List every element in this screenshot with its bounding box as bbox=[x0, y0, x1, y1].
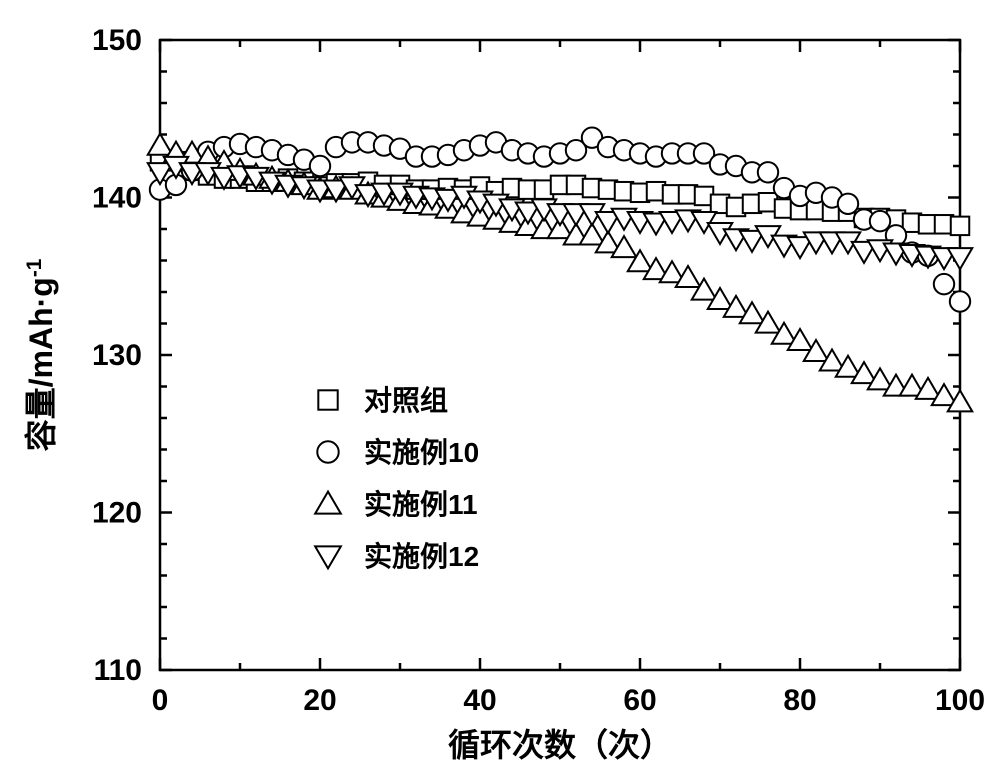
x-axis-label: 循环次数（次） bbox=[448, 727, 672, 763]
marker-control bbox=[951, 217, 969, 235]
x-tick-label: 20 bbox=[303, 684, 336, 717]
marker-ex10 bbox=[870, 211, 890, 231]
y-tick-label: 140 bbox=[92, 182, 142, 215]
y-tick-label: 120 bbox=[92, 497, 142, 530]
chart-bg bbox=[0, 0, 1000, 770]
y-axis-label: 容量/mAh·g-1 bbox=[23, 259, 60, 452]
x-tick-label: 40 bbox=[463, 684, 496, 717]
marker-ex10 bbox=[758, 162, 778, 182]
marker-ex10 bbox=[310, 156, 330, 176]
marker-ex10 bbox=[934, 274, 954, 294]
y-tick-label: 130 bbox=[92, 339, 142, 372]
legend-label-ex10: 实施例10 bbox=[364, 436, 479, 468]
chart-container: 0 20 40 60 80 100 110 120 130 140 150 循环次数（次） 容量/mAh… bbox=[0, 0, 1000, 770]
legend-label-ex11: 实施例11 bbox=[364, 488, 478, 520]
legend-label-control: 对照组 bbox=[364, 385, 448, 416]
y-tick-label: 110 bbox=[94, 654, 142, 687]
x-tick-label: 100 bbox=[935, 684, 985, 717]
legend-marker-control bbox=[318, 390, 337, 409]
x-tick-label: 0 bbox=[152, 684, 169, 717]
legend-label-ex12: 实施例12 bbox=[364, 540, 479, 572]
x-tick-label: 60 bbox=[623, 684, 656, 717]
marker-ex10 bbox=[838, 194, 858, 214]
legend-marker-ex10 bbox=[317, 441, 338, 462]
y-tick-label: 150 bbox=[92, 24, 142, 57]
marker-ex10 bbox=[950, 291, 970, 311]
scatter-chart: 0 20 40 60 80 100 110 120 130 140 150 循环次数（次） 容量/mAh… bbox=[0, 0, 1000, 770]
x-tick-label: 80 bbox=[783, 684, 816, 717]
